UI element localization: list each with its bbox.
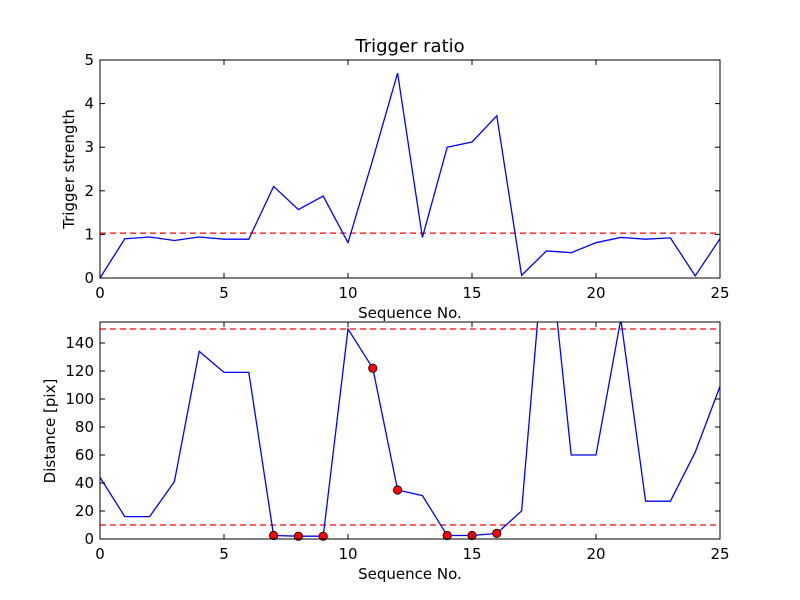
x-tick-label: 0: [95, 284, 105, 302]
axes-frame: [99, 59, 721, 279]
series-line: [100, 72, 720, 278]
plot-area: [99, 321, 721, 541]
x-axis-label: Sequence No.: [358, 304, 462, 322]
plot-area: [99, 59, 721, 279]
distance-subplot: 0 5 10 15 20 25 0 20 40 60 80 100 120 140 Sequence No…: [41, 321, 730, 583]
series-line: [100, 322, 720, 537]
data-point-marker: [293, 531, 303, 541]
y-tick-label: 4: [84, 95, 94, 113]
y-tick-label: 3: [84, 138, 94, 156]
data-point-marker: [392, 485, 403, 495]
x-tick-label: 10: [338, 545, 357, 563]
y-tick-label: 40: [75, 474, 94, 492]
data-point-marker: [268, 530, 279, 541]
x-axis-label: Sequence No.: [358, 565, 462, 583]
y-tick-label: 1: [84, 225, 94, 243]
y-tick-label: 100: [65, 390, 94, 408]
y-tick-label: 20: [75, 502, 94, 520]
data-point-marker: [318, 531, 328, 541]
x-tick-label: 15: [462, 284, 481, 302]
x-tick-label: 25: [710, 545, 729, 563]
y-tick-label: 0: [84, 269, 94, 287]
y-axis-label: Trigger strength: [60, 109, 78, 230]
chart-title: Trigger ratio: [354, 36, 464, 57]
y-tick-label: 2: [84, 182, 94, 200]
x-tick-label: 20: [586, 284, 605, 302]
data-point-marker: [368, 363, 378, 373]
x-tick-label: 20: [586, 545, 605, 563]
y-tick-label: 0: [84, 530, 94, 548]
data-point-marker: [492, 528, 502, 539]
axes-frame: [99, 321, 721, 540]
trigger-ratio-subplot: Trigger ratio 0 5 10 15 20 25 0 1 2 3 4 5 Sequence …: [60, 36, 730, 322]
x-tick-label: 25: [710, 284, 729, 302]
x-tick-label: 10: [338, 284, 357, 302]
y-tick-label: 120: [65, 362, 94, 380]
y-axis-label: Distance [pix]: [41, 379, 59, 484]
ticks: 0 5 10 15 20 25 0 1 2 3 4 5: [84, 51, 729, 302]
x-tick-label: 5: [219, 284, 229, 302]
x-tick-label: 0: [95, 545, 105, 563]
y-tick-label: 60: [75, 446, 94, 464]
x-tick-label: 15: [462, 545, 481, 563]
ticks: 0 5 10 15 20 25 0 20 40 60 80 100 120 140: [65, 322, 730, 563]
data-point-marker: [442, 530, 452, 541]
x-tick-label: 5: [219, 545, 229, 563]
y-tick-label: 80: [75, 418, 94, 436]
y-tick-label: 5: [84, 51, 94, 69]
y-tick-label: 140: [65, 334, 94, 352]
